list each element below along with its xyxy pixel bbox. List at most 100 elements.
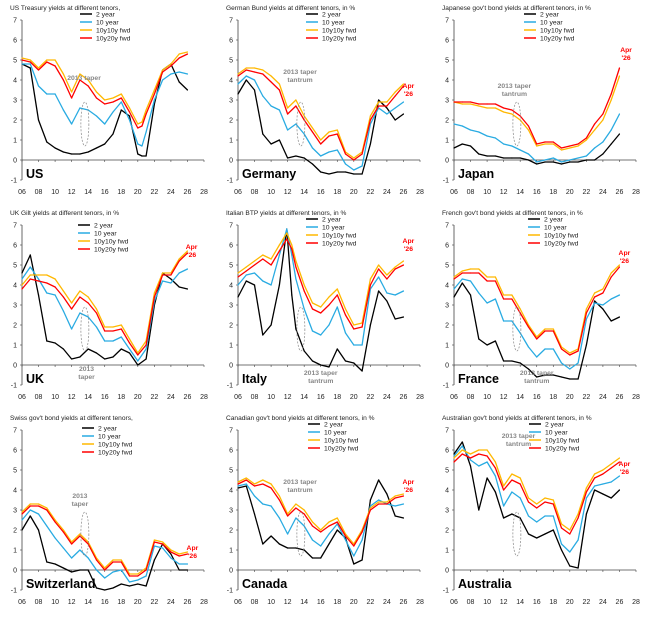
data-point [112, 571, 114, 573]
data-point [577, 350, 579, 352]
x-tick-label: 08 [35, 394, 43, 401]
data-point [178, 71, 180, 73]
y-tick-label: 4 [445, 78, 449, 85]
annotation-label: tantrum [308, 378, 333, 385]
taper-ellipse [512, 306, 522, 352]
data-point [278, 244, 280, 246]
data-point [278, 517, 280, 519]
x-tick-label: 24 [383, 599, 391, 606]
data-point [394, 515, 396, 517]
data-point [527, 125, 530, 127]
data-point [71, 557, 73, 559]
series-line-10y20y-fwd [237, 479, 404, 547]
data-point [170, 274, 172, 276]
data-point [494, 155, 496, 157]
data-point [153, 539, 155, 541]
y-tick-label: 3 [445, 508, 449, 515]
legend-label: 10 year [540, 20, 563, 27]
chart-title: Italian BTP yields at different tenors, … [226, 210, 346, 217]
data-point [618, 67, 621, 69]
x-tick-label: 14 [300, 189, 308, 196]
data-point [245, 479, 247, 481]
data-point [320, 545, 322, 547]
y-tick-label: 3 [13, 98, 17, 105]
y-tick-label: 6 [13, 243, 17, 250]
data-point [29, 515, 31, 517]
data-point [104, 567, 106, 569]
x-tick-label: 28 [632, 599, 640, 606]
data-point [544, 143, 546, 145]
data-point [336, 306, 338, 308]
chart-svg: UK Gilt yields at different tenors, in %… [10, 210, 208, 401]
data-point [37, 278, 40, 280]
data-point [287, 157, 289, 159]
data-point [153, 99, 155, 101]
x-tick-label: 06 [234, 189, 242, 196]
data-point [71, 571, 73, 573]
data-point [104, 326, 106, 328]
data-point [120, 348, 122, 350]
data-point [54, 294, 56, 296]
data-point [569, 161, 571, 163]
data-point [286, 232, 288, 234]
legend-label: 10y20y fwd [544, 241, 579, 248]
data-point [145, 585, 147, 587]
data-point [186, 89, 189, 91]
data-point [46, 340, 48, 342]
annotation-label: '26 [620, 469, 629, 476]
data-point [320, 312, 322, 314]
data-point [137, 583, 139, 585]
taper-ellipse [296, 101, 306, 147]
data-point [303, 350, 305, 352]
data-point [353, 157, 355, 159]
data-point [87, 543, 89, 545]
data-point [71, 123, 73, 125]
series-line-2-year [21, 254, 188, 366]
data-point [503, 298, 505, 300]
data-point [552, 161, 554, 163]
x-tick-label: 18 [333, 394, 341, 401]
data-point [62, 531, 64, 533]
data-point [378, 101, 380, 103]
data-point [336, 133, 338, 135]
data-point [287, 113, 289, 115]
data-point [511, 109, 513, 111]
data-point [328, 324, 330, 326]
data-point [369, 499, 371, 501]
data-point [536, 503, 538, 505]
data-point [120, 569, 122, 571]
y-tick-label: 6 [445, 243, 449, 250]
data-point [527, 501, 530, 503]
data-point [71, 97, 73, 99]
data-point [486, 155, 488, 157]
data-point [328, 151, 330, 153]
x-tick-label: 08 [251, 189, 259, 196]
data-point [577, 143, 579, 145]
data-point [21, 288, 23, 290]
data-point [112, 587, 114, 589]
data-point [270, 505, 272, 507]
data-point [311, 539, 314, 541]
data-point [328, 533, 330, 535]
annotation-label: 2013 taper [67, 75, 101, 82]
data-point [62, 310, 64, 312]
data-point [278, 89, 280, 91]
data-point [62, 348, 64, 350]
x-tick-label: 06 [18, 599, 26, 606]
chart-panel-germany: German Bund yields at different tenors, … [218, 0, 434, 210]
data-point [170, 65, 172, 67]
data-point [544, 159, 546, 161]
data-point [369, 119, 371, 121]
country-label: US [26, 167, 43, 181]
data-point [461, 125, 463, 127]
data-point [353, 324, 355, 326]
data-point [87, 316, 89, 318]
data-point [519, 308, 521, 310]
data-point [37, 529, 40, 531]
data-point [87, 557, 89, 559]
data-point [461, 103, 463, 105]
data-point [594, 123, 596, 125]
data-point [295, 503, 297, 505]
annotation-label: tantrum [287, 487, 312, 494]
data-point [186, 563, 189, 565]
